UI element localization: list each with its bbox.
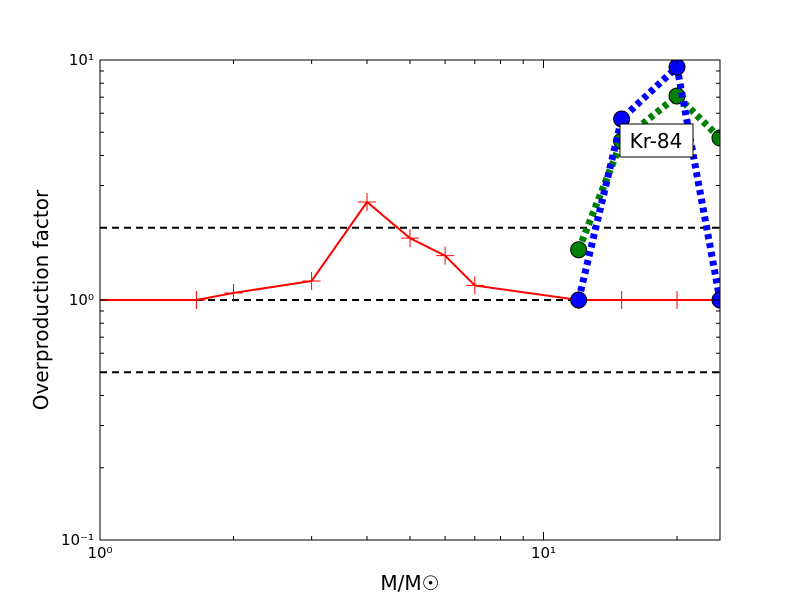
point-marker — [668, 60, 686, 76]
y-tick-label: 10¹ — [69, 51, 94, 69]
annotation-box — [619, 123, 694, 158]
point-marker — [187, 291, 206, 309]
point-marker — [302, 271, 321, 290]
x-tick-label: 10¹ — [531, 544, 556, 562]
point-marker — [612, 291, 631, 309]
point-marker — [401, 229, 419, 248]
point-marker — [570, 241, 588, 259]
point-marker — [570, 291, 588, 309]
point-marker — [711, 129, 720, 147]
y-tick-label: 10⁰ — [69, 291, 94, 309]
x-axis-label: M/M☉ — [380, 571, 439, 595]
point-marker — [465, 276, 484, 295]
series-line — [100, 200, 720, 301]
point-marker — [436, 246, 455, 265]
y-tick-label: 10⁻¹ — [61, 531, 94, 549]
point-marker — [224, 283, 243, 302]
series-line — [575, 91, 720, 252]
annotation-text: Kr-84 — [630, 129, 683, 153]
y-axis-label: Overproduction factor — [29, 189, 53, 410]
point-marker — [668, 291, 687, 309]
x-tick-label: 10⁰ — [87, 544, 112, 562]
point-marker — [358, 193, 377, 212]
annotation: Kr-84 — [619, 123, 694, 158]
series-line — [575, 60, 720, 301]
